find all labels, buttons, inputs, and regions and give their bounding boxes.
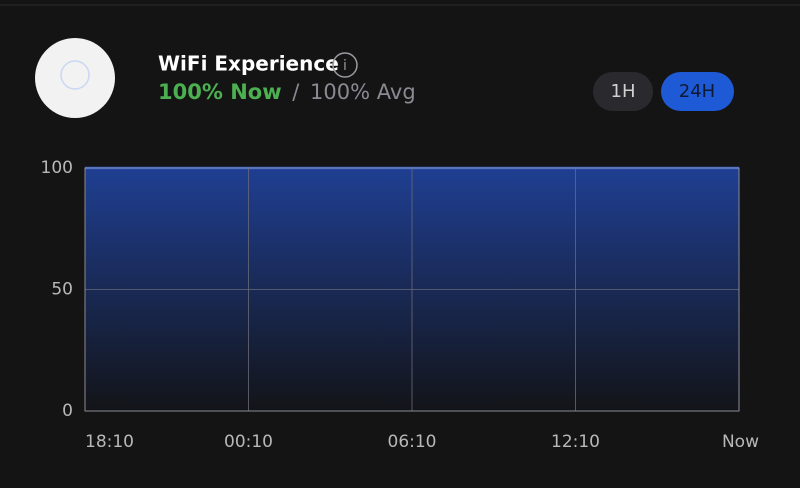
avg-value: 100% Avg — [310, 80, 416, 104]
plot: 0 50 100 18:10 00:10 06:10 12:10 Now — [41, 158, 760, 452]
range-button-active[interactable] — [661, 72, 734, 111]
info-icon[interactable] — [332, 52, 358, 78]
range-button-label[interactable]: 1H — [611, 81, 636, 102]
device-led — [60, 60, 90, 90]
subtitle: 100% Now / 100% Avg — [158, 80, 416, 104]
device-icon — [35, 38, 115, 118]
title: WiFi Experience — [158, 52, 339, 76]
separator: / — [292, 80, 300, 104]
x-tick-label: 06:10 — [388, 432, 437, 452]
x-tick-label: 00:10 — [224, 432, 273, 452]
x-tick-label: 18:10 — [85, 432, 134, 452]
range-button[interactable] — [593, 72, 653, 111]
now-value: 100% Now — [158, 80, 282, 104]
plot-border — [84, 167, 740, 412]
x-tick-label: 12:10 — [551, 432, 600, 452]
range-button-label[interactable]: 24H — [679, 81, 715, 102]
info-label[interactable]: i — [343, 58, 347, 74]
y-tick-label: 0 — [62, 401, 73, 421]
y-tick-label: 50 — [51, 280, 73, 300]
x-tick-label: Now — [722, 432, 759, 452]
y-tick-label: 100 — [41, 158, 73, 178]
